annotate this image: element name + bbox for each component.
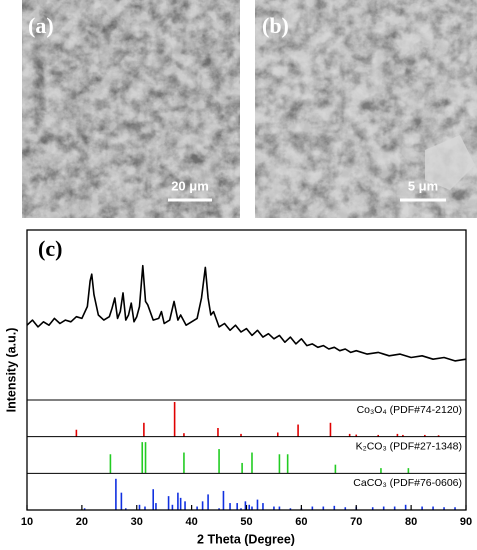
x-tick-label: 60 (295, 516, 307, 528)
reference-label: CaCO₃ (PDF#76-0606) (353, 477, 462, 489)
x-tick-label: 20 (76, 516, 88, 528)
y-axis-label: Intensity (a.u.) (4, 328, 18, 413)
sem-image-a (22, 0, 240, 218)
x-tick-label: 70 (350, 516, 362, 528)
panel-label: (a) (28, 13, 54, 38)
panel-label: (c) (38, 236, 62, 261)
scale-label: 5 μm (408, 178, 438, 193)
x-tick-label: 10 (21, 516, 33, 528)
x-tick-label: 50 (240, 516, 252, 528)
panel-label: (b) (262, 13, 289, 38)
xrd-line (26, 264, 467, 362)
sem-image-b (255, 0, 477, 218)
reference-label: K₂CO₃ (PDF#27-1348) (356, 440, 462, 452)
reference-label: Co₃O₄ (PDF#74-2120) (357, 404, 462, 416)
plot-frame (26, 229, 467, 511)
scale-label: 20 μm (171, 178, 209, 193)
x-tick-label: 90 (460, 516, 472, 528)
x-tick-label: 30 (131, 516, 143, 528)
x-axis-label: 2 Theta (Degree) (197, 532, 295, 546)
x-tick-label: 40 (186, 516, 198, 528)
x-tick-label: 80 (405, 516, 417, 528)
